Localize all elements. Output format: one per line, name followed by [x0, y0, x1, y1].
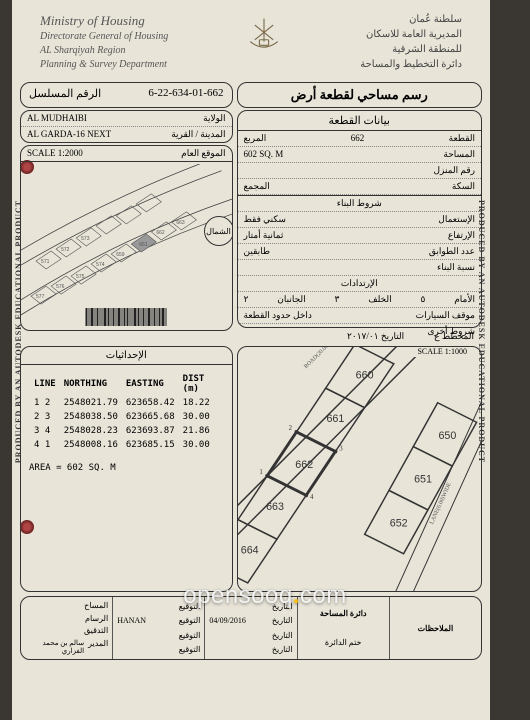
mid-right-column: بيانات القطعة القطعة662المربع المساحة602… — [237, 110, 482, 342]
svg-text:572: 572 — [61, 247, 70, 253]
country-ar: سلطنة عُمان — [360, 12, 462, 27]
svg-text:573: 573 — [81, 236, 90, 242]
serial-value: 6-22-634-01-662 — [148, 87, 223, 103]
opensooq-watermark: opensooq.com — [183, 582, 346, 610]
svg-text:4: 4 — [310, 494, 314, 501]
svg-text:3: 3 — [339, 445, 343, 452]
header-english: Ministry of Housing Directorate General … — [40, 12, 168, 72]
serial-number-box: 6-22-634-01-662 الرقم المسلسل — [20, 82, 233, 108]
svg-text:652: 652 — [389, 517, 407, 529]
lower-section: الإحداثيات LINE NORTHING EASTING DIST (m… — [20, 346, 482, 592]
area-value: AREA = 602 SQ. M — [21, 459, 232, 477]
svg-text:662: 662 — [156, 230, 165, 236]
sig-roles: المساح الرسام التدقيق المدير سالم بن محم… — [21, 597, 112, 659]
title-row: 6-22-634-01-662 الرقم المسلسل رسم مساحي … — [20, 82, 482, 108]
svg-text:663: 663 — [176, 220, 185, 226]
large-map-scale: SCALE 1:1000 — [413, 346, 471, 357]
small-map-svg: 577 576 575 574 659 661 662 663 571 572 573 — [21, 164, 232, 331]
svg-text:571: 571 — [41, 259, 50, 265]
wilaya-value: AL MUDHAIBI — [27, 113, 87, 124]
directorate-ar: المديرية العامة للاسكان — [360, 27, 462, 42]
wilaya-label: الولاية — [203, 113, 225, 124]
svg-text:577: 577 — [36, 294, 45, 300]
watermark-dot-icon: . — [293, 582, 300, 609]
document-header: Ministry of Housing Directorate General … — [20, 8, 482, 82]
svg-text:651: 651 — [414, 474, 432, 486]
location-box: الولاية AL MUDHAIBI المدينة / القرية AL … — [20, 110, 233, 143]
sig-notes: الملاحظات — [389, 597, 481, 659]
header-arabic: سلطنة عُمان المديرية العامة للاسكان للمن… — [360, 12, 462, 72]
svg-text:650: 650 — [438, 430, 456, 442]
small-map-scale: SCALE 1:2000 — [27, 148, 83, 159]
small-map-title: الموقع العام — [181, 148, 225, 159]
ministry-title-en: Ministry of Housing — [40, 12, 168, 30]
coords-title: الإحداثيات — [21, 347, 232, 365]
svg-text:661: 661 — [139, 242, 148, 248]
village-label: المدينة / القرية — [171, 129, 225, 140]
village-value: AL GARDA-16 NEXT — [27, 129, 111, 140]
svg-text:664: 664 — [240, 545, 258, 557]
department-ar: دائرة التخطيط والمساحة — [360, 57, 462, 72]
coords-table: LINE NORTHING EASTING DIST (m) 1 2254802… — [21, 365, 232, 459]
svg-text:575: 575 — [76, 274, 85, 280]
oman-emblem — [239, 12, 289, 62]
coordinates-box: الإحداثيات LINE NORTHING EASTING DIST (m… — [20, 346, 233, 592]
mid-section: الولاية AL MUDHAIBI المدينة / القرية AL … — [20, 110, 482, 342]
svg-text:660: 660 — [355, 369, 373, 381]
north-arrow-icon: الشمال — [204, 216, 233, 246]
document-paper: PRODUCED BY AN AUTODESK EDUCATIONAL PROD… — [12, 0, 490, 720]
svg-text:1: 1 — [259, 469, 262, 476]
directorate-en: Directorate General of Housing — [40, 30, 168, 44]
plot-section-title: بيانات القطعة — [238, 111, 481, 131]
svg-text:659: 659 — [116, 252, 125, 258]
barcode — [86, 308, 167, 326]
svg-text:576: 576 — [56, 284, 65, 290]
large-map-svg: 660 661 662 663 664 650 651 652 ROAD(20.… — [238, 347, 481, 591]
location-map-small: SCALE 1:2000 الموقع العام الشمال — [20, 145, 233, 331]
svg-text:574: 574 — [96, 262, 105, 268]
mid-left-column: الولاية AL MUDHAIBI المدينة / القرية AL … — [20, 110, 233, 342]
date-planner-row: المخطط ع التاريخ ٢٠١٧/٠١ — [237, 331, 482, 342]
svg-text:661: 661 — [326, 413, 344, 425]
region-ar: للمنطقة الشرقية — [360, 42, 462, 57]
svg-text:662: 662 — [295, 459, 313, 471]
svg-text:663: 663 — [266, 501, 284, 513]
plot-map-large: SCALE 1:1000 — [237, 346, 482, 592]
department-en: Planning & Survey Department — [40, 58, 168, 72]
svg-text:ROAD(20.00)WIDE: ROAD(20.00)WIDE — [302, 347, 342, 370]
document-title: رسم مساحي لقطعة أرض — [237, 82, 482, 108]
svg-text:2: 2 — [288, 425, 292, 432]
plot-details-box: بيانات القطعة القطعة662المربع المساحة602… — [237, 110, 482, 328]
region-en: AL Sharqiyah Region — [40, 44, 168, 58]
serial-label: الرقم المسلسل — [29, 87, 101, 103]
